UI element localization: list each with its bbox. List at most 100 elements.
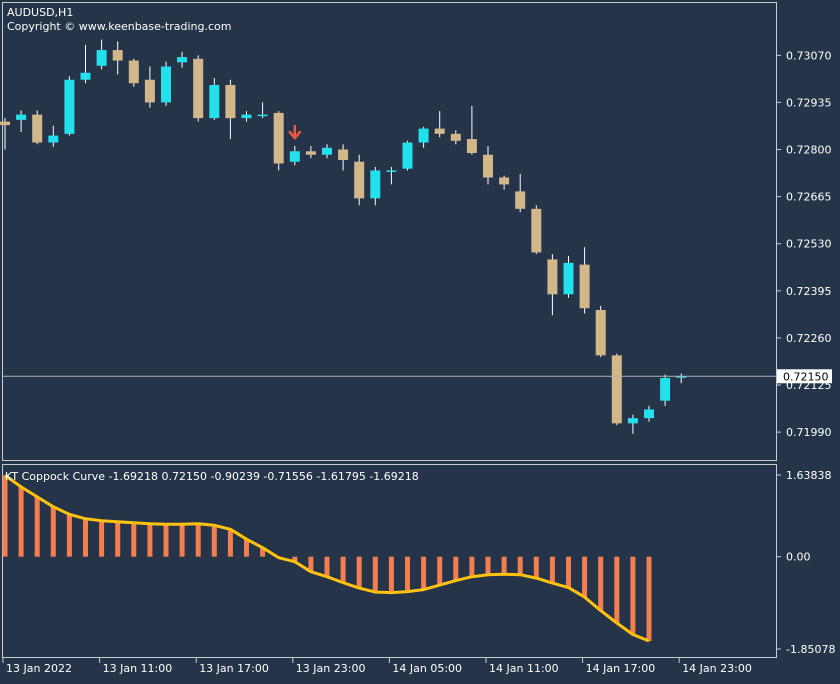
candle[interactable] — [450, 130, 461, 145]
indicator-pane-frame — [2, 464, 777, 658]
candle-body — [418, 128, 429, 143]
candle-body — [563, 262, 574, 295]
candle-body — [48, 135, 59, 143]
candle[interactable] — [563, 255, 574, 298]
time-axis: 13 Jan 2022 13 Jan 11:00 13 Jan 17:00 13 Ja… — [2, 658, 752, 675]
candle[interactable] — [644, 405, 654, 422]
candle[interactable] — [241, 111, 252, 122]
candle[interactable] — [434, 111, 445, 138]
candle[interactable] — [579, 247, 590, 314]
candle[interactable] — [499, 175, 510, 190]
candle[interactable] — [466, 105, 477, 155]
coppock-bar — [598, 556, 604, 611]
candle[interactable] — [144, 66, 155, 108]
coppock-bar — [630, 556, 636, 635]
indicator-label: KT Coppock Curve -1.69218 0.72150 -0.902… — [5, 470, 419, 483]
candle[interactable] — [402, 140, 413, 171]
candle-body — [338, 149, 349, 160]
candle-body — [354, 161, 365, 199]
candle[interactable] — [112, 41, 123, 75]
candle-body — [16, 114, 27, 120]
candle[interactable] — [193, 55, 204, 122]
time-tick-label: 13 Jan 23:00 — [296, 662, 366, 675]
candle-body — [289, 151, 300, 162]
candle[interactable] — [289, 146, 300, 166]
candle[interactable] — [225, 79, 236, 140]
coppock-bar — [211, 525, 217, 557]
candle[interactable] — [418, 126, 429, 148]
candle-body — [547, 259, 558, 295]
candle[interactable] — [531, 205, 542, 255]
candle[interactable] — [64, 76, 75, 136]
candle[interactable] — [660, 374, 671, 406]
coppock-bar — [485, 556, 491, 575]
candle-body — [515, 191, 526, 209]
candle[interactable] — [257, 102, 268, 119]
coppock-bar — [2, 475, 8, 557]
candle[interactable] — [96, 39, 107, 70]
candle[interactable] — [322, 144, 332, 159]
candle-body — [64, 79, 75, 134]
candle-body — [209, 84, 220, 119]
candle-body — [660, 378, 671, 401]
coppock-bar — [533, 556, 539, 579]
candle-body — [225, 84, 236, 119]
coppock-bar — [517, 556, 523, 575]
time-tick-label: 14 Jan 17:00 — [586, 662, 656, 675]
candle[interactable] — [611, 353, 622, 426]
candle[interactable] — [48, 125, 59, 147]
candle[interactable] — [80, 44, 91, 84]
candle-body — [595, 309, 606, 356]
candle-body — [450, 133, 461, 141]
candle[interactable] — [128, 58, 139, 87]
candle-body — [257, 114, 268, 117]
candle[interactable] — [676, 373, 687, 384]
candle[interactable] — [209, 78, 220, 120]
coppock-bar — [115, 521, 121, 557]
price-tick-label: 0.72800 — [786, 144, 832, 157]
candle-body — [241, 114, 252, 119]
candle-body — [611, 355, 622, 424]
candle[interactable] — [483, 146, 493, 185]
time-tick-label: 13 Jan 17:00 — [199, 662, 269, 675]
candle[interactable] — [627, 414, 638, 434]
symbol-label: AUDUSD,H1 — [7, 6, 73, 19]
coppock-bar — [372, 556, 378, 593]
candle[interactable] — [305, 146, 316, 159]
current-price-badge — [777, 369, 832, 384]
candle[interactable] — [547, 254, 558, 316]
coppock-bar — [292, 556, 298, 562]
coppock-bar — [340, 556, 346, 583]
candle-body — [579, 264, 590, 309]
indicator-pane[interactable] — [2, 474, 652, 643]
candle[interactable] — [273, 111, 284, 171]
candle[interactable] — [338, 144, 349, 171]
price-pane[interactable] — [0, 39, 777, 434]
coppock-bar — [83, 518, 88, 557]
candle[interactable] — [386, 166, 397, 185]
coppock-bar — [388, 556, 394, 593]
candle[interactable] — [161, 61, 171, 106]
coppock-bar — [324, 556, 330, 577]
coppock-bar — [260, 547, 266, 557]
candle[interactable] — [0, 118, 10, 150]
time-tick-label: 14 Jan 11:00 — [489, 662, 559, 675]
candle[interactable] — [177, 51, 188, 68]
price-tick-label: 0.73070 — [786, 49, 832, 62]
candle-body — [483, 154, 493, 178]
candle-body — [273, 112, 284, 164]
candle[interactable] — [32, 110, 43, 145]
candle[interactable] — [16, 110, 27, 133]
price-tick-label: 0.72665 — [786, 191, 832, 204]
candle[interactable] — [515, 173, 526, 213]
coppock-bar — [549, 556, 555, 584]
coppock-bar — [163, 524, 169, 557]
candle[interactable] — [370, 166, 381, 206]
price-tick-label: 0.72935 — [786, 96, 832, 109]
candle[interactable] — [354, 154, 365, 206]
coppock-bar — [179, 524, 185, 557]
candle[interactable] — [595, 305, 606, 358]
